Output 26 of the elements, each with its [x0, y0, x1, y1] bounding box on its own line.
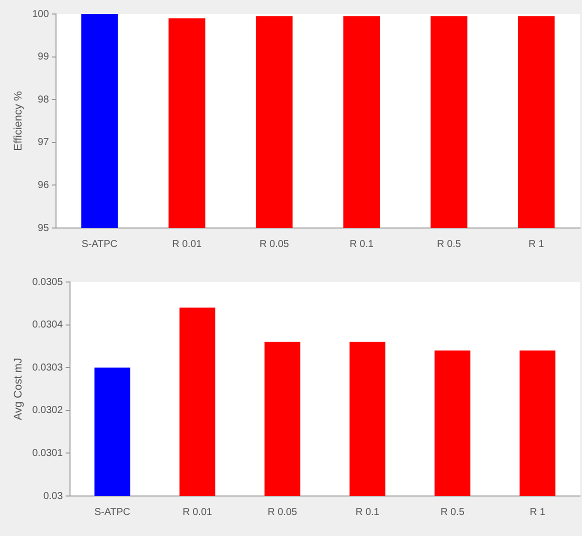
x-tick-label: R 0.01	[182, 506, 213, 518]
x-tick-label: R 0.05	[268, 506, 298, 518]
y-tick-label: 95	[38, 222, 50, 234]
y-tick-label: 0.03	[43, 490, 64, 502]
x-tick-label: R 0.05	[260, 238, 290, 250]
x-tick-label: S-ATPC	[94, 506, 130, 518]
x-tick-label: R 0.5	[440, 506, 465, 518]
y-tick-label: 99	[38, 52, 50, 63]
x-tick-label: R 1	[530, 506, 546, 518]
x-tick-label: R 1	[528, 238, 545, 250]
y-tick-label: 0.0303	[32, 362, 64, 374]
y-tick-label: 0.0301	[32, 448, 64, 459]
y-tick-label: 0.0305	[32, 276, 64, 288]
x-tick-label: S-ATPC	[82, 238, 118, 250]
y-tick-label: 0.0302	[32, 405, 64, 416]
y-tick-label: 0.0304	[32, 320, 64, 331]
y-tick-label: 98	[38, 94, 50, 106]
x-tick-label: R 0.01	[172, 238, 202, 250]
x-tick-label: R 0.1	[355, 506, 380, 518]
x-tick-label: R 0.1	[350, 238, 374, 250]
y-tick-label: 100	[32, 8, 50, 20]
x-tick-label: R 0.5	[437, 238, 462, 250]
y-axis-title: Efficiency %	[12, 90, 25, 151]
y-tick-label: 97	[38, 137, 50, 148]
y-axis-title: Avg Cost mJ	[12, 358, 25, 420]
y-tick-label: 96	[38, 180, 50, 191]
